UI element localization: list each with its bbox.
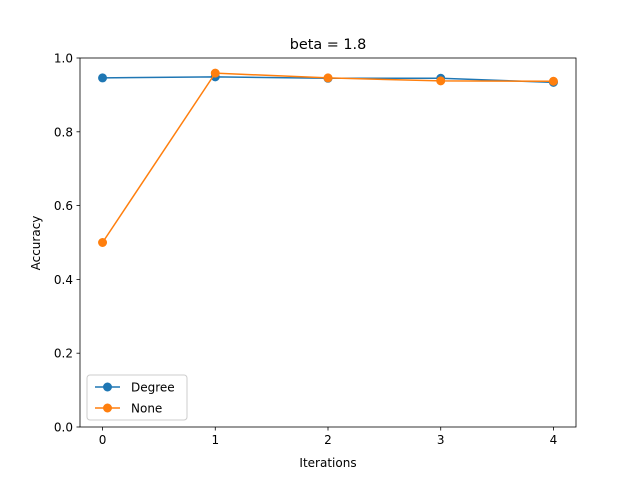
- y-tick-label: 0.6: [54, 199, 73, 213]
- data-point-none-3: [436, 76, 446, 86]
- legend: Degree None: [86, 374, 188, 421]
- data-point-none-4: [548, 76, 558, 86]
- x-axis-label: Iterations: [299, 456, 356, 470]
- x-tick-label: 0: [99, 433, 107, 447]
- chart-title: beta = 1.8: [290, 37, 367, 53]
- y-tick-label: 0.4: [54, 273, 73, 287]
- legend-label-degree: Degree: [131, 381, 175, 395]
- x-tick-label: 3: [437, 433, 445, 447]
- legend-marker-none: [103, 403, 112, 413]
- x-tick-label: 1: [211, 433, 219, 447]
- data-point-none-2: [323, 73, 333, 83]
- y-tick-label: 0.0: [54, 421, 73, 435]
- legend-label-none: None: [131, 402, 162, 416]
- y-axis-label: Accuracy: [29, 216, 43, 271]
- plot-area: [98, 68, 558, 247]
- x-tick-label: 2: [324, 433, 332, 447]
- y-tick-label: 0.8: [54, 125, 73, 139]
- x-tick-label: 4: [550, 433, 558, 447]
- data-point-none-1: [210, 68, 220, 78]
- data-point-degree-0: [98, 73, 108, 83]
- y-tick-label: 1.0: [54, 52, 73, 66]
- legend-marker-degree: [103, 382, 112, 392]
- data-point-none-0: [98, 238, 108, 247]
- axes: 0 1 2 3 4 0.0 0.2 0.4 0.6 0.8 1.0: [54, 52, 577, 447]
- y-tick-label: 0.2: [54, 347, 73, 361]
